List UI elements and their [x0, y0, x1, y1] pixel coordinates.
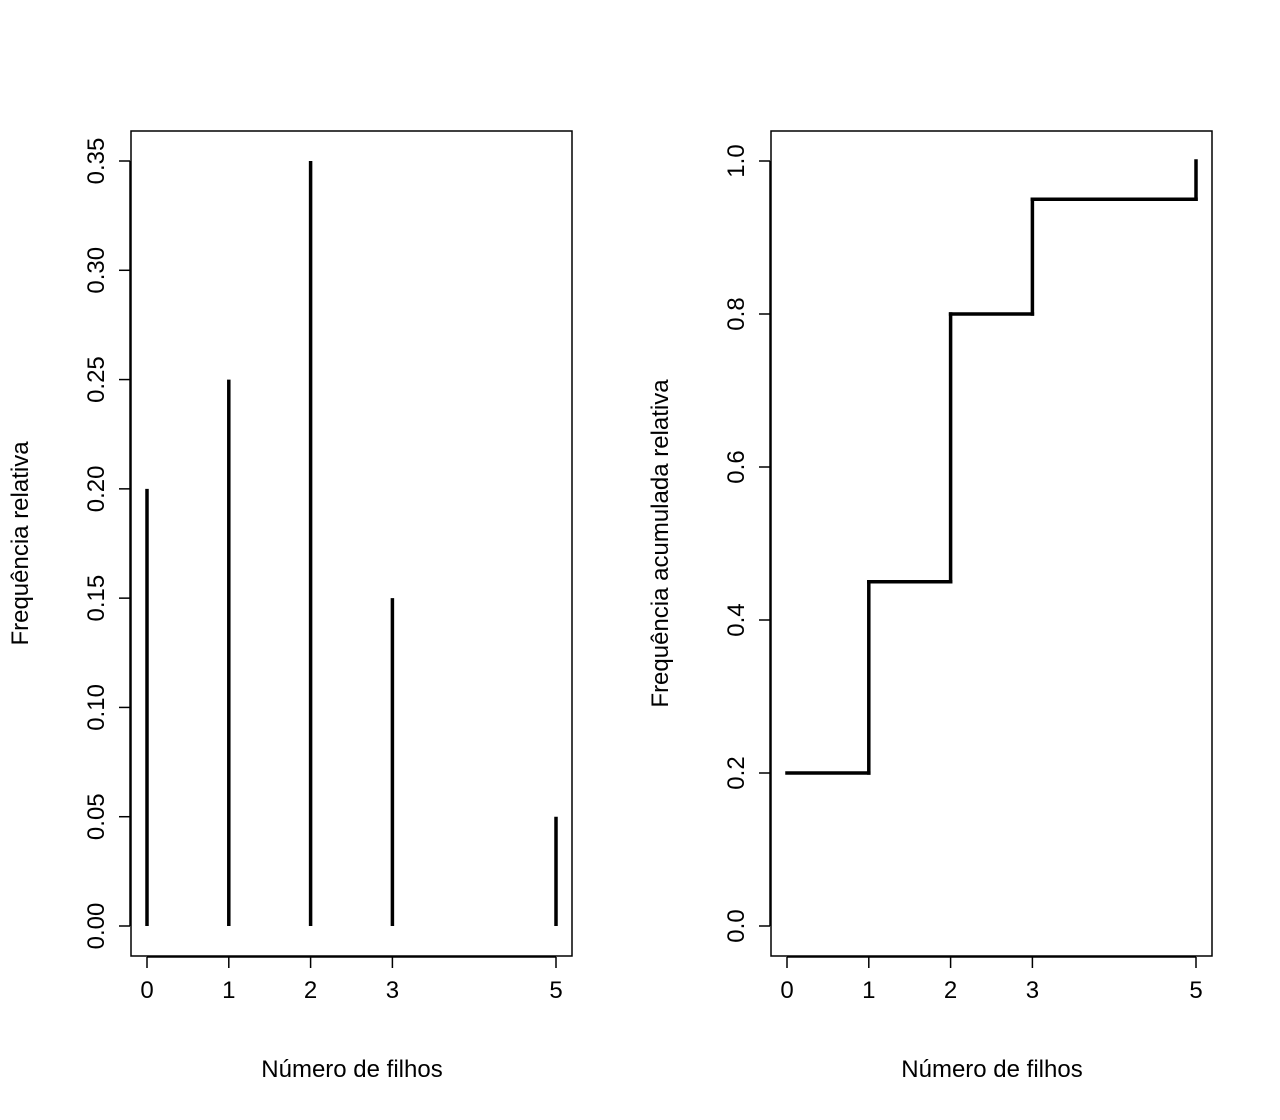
relative-frequency-y-axis-title: Frequência relativa	[7, 441, 34, 646]
cumulative-frequency-x-tick-label: 2	[944, 977, 957, 1004]
cumulative-frequency-plot-frame	[770, 130, 1213, 957]
relative-frequency-y-tick-label: 0.35	[83, 138, 110, 185]
relative-frequency-y-tick-label: 0.00	[83, 903, 110, 950]
relative-frequency-chart: 0 1 2 3 5 0.00 0.05 0.10 0.15 0.20 0.25 0.30 0.35 Núm…	[7, 130, 573, 1083]
cumulative-frequency-y-tick-label: 0.4	[723, 603, 750, 636]
relative-frequency-y-tick-label: 0.20	[83, 465, 110, 512]
cumulative-frequency-x-tick-label: 5	[1189, 977, 1202, 1004]
relative-frequency-x-tick-label: 5	[549, 977, 562, 1004]
relative-frequency-plot-frame	[130, 130, 573, 957]
cumulative-frequency-x-axis-title: Número de filhos	[901, 1056, 1082, 1083]
cumulative-frequency-y-tick-label: 0.6	[723, 450, 750, 483]
cumulative-frequency-chart: 0 1 2 3 5 0.0 0.2 0.4 0.6 0.8 1.0 Número de filhos F…	[647, 130, 1213, 1083]
cumulative-frequency-y-tick-label: 0.0	[723, 909, 750, 942]
relative-frequency-y-tick-label: 0.25	[83, 356, 110, 403]
cumulative-frequency-x-tick-label: 1	[862, 977, 875, 1004]
relative-frequency-x-tick-label: 0	[140, 977, 153, 1004]
relative-frequency-x-tick-label: 1	[222, 977, 235, 1004]
cumulative-frequency-x-tick-label: 0	[780, 977, 793, 1004]
cumulative-frequency-y-axis-title: Frequência acumulada relativa	[647, 379, 674, 708]
cumulative-frequency-x-tick-label: 3	[1026, 977, 1039, 1004]
cumulative-frequency-y-tick-label: 0.8	[723, 297, 750, 330]
cumulative-frequency-y-tick-label: 0.2	[723, 756, 750, 789]
relative-frequency-y-tick-label: 0.05	[83, 793, 110, 840]
relative-frequency-y-tick-label: 0.10	[83, 684, 110, 731]
relative-frequency-x-axis-title: Número de filhos	[261, 1056, 442, 1083]
relative-frequency-y-tick-label: 0.15	[83, 575, 110, 622]
cumulative-frequency-y-tick-label: 1.0	[723, 144, 750, 177]
relative-frequency-y-tick-label: 0.30	[83, 247, 110, 294]
relative-frequency-x-tick-label: 2	[304, 977, 317, 1004]
relative-frequency-x-tick-label: 3	[386, 977, 399, 1004]
